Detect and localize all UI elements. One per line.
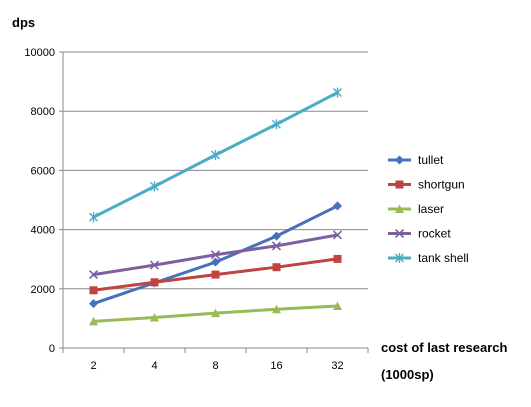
- data-point-laser: [272, 304, 281, 314]
- data-point-shortgun: [333, 254, 342, 263]
- legend-marker: [394, 228, 405, 239]
- data-point-shortgun: [211, 270, 220, 279]
- data-point-rocket: [88, 270, 99, 280]
- legend-item-tank-shell: tank shell: [388, 251, 469, 265]
- data-point-laser: [211, 308, 220, 318]
- axes: [59, 51, 369, 353]
- x-tick-labels: 2 4 8 16 32: [90, 360, 343, 372]
- data-point-rocket: [271, 241, 282, 251]
- x-tick-label: 32: [331, 360, 343, 372]
- data-point-tullet: [211, 257, 220, 267]
- legend-label: tank shell: [418, 251, 469, 265]
- data-point-shortgun: [150, 278, 159, 287]
- data-point-rocket: [149, 260, 160, 270]
- data-point-shortgun: [272, 263, 281, 272]
- legend-label: laser: [418, 202, 444, 216]
- data-point-tank-shell: [272, 119, 281, 130]
- legend-item-tullet: tullet: [388, 153, 444, 167]
- legend-marker: [395, 253, 404, 263]
- data-point-laser: [150, 313, 159, 322]
- y-tick-labels: 0 2000 4000 6000 8000 10000: [24, 47, 55, 355]
- legend-label: rocket: [418, 227, 451, 241]
- y-tick-label: 4000: [31, 225, 55, 237]
- data-point-rocket: [210, 250, 221, 260]
- data-point-tullet: [333, 201, 342, 211]
- x-axis-unit: (1000sp): [381, 367, 434, 382]
- data-point-tank-shell: [89, 212, 98, 223]
- x-tick-label: 16: [270, 360, 282, 372]
- data-point-rocket: [332, 230, 343, 240]
- y-tick-label: 2000: [31, 284, 55, 296]
- legend-item-shortgun: shortgun: [388, 178, 465, 192]
- series-lines: [88, 87, 343, 326]
- legend-item-rocket: rocket: [388, 227, 451, 241]
- data-point-laser: [89, 316, 98, 326]
- series-tank-shell: [89, 87, 342, 223]
- series-rocket: [88, 230, 343, 280]
- legend-marker: [395, 204, 404, 213]
- y-tick-label: 10000: [24, 47, 55, 59]
- x-tick-label: 2: [90, 360, 96, 372]
- y-axis-title: dps: [12, 15, 35, 30]
- y-tick-label: 6000: [31, 165, 55, 177]
- series-laser: [89, 301, 342, 326]
- legend-label: shortgun: [418, 178, 465, 192]
- y-tick-label: 0: [49, 343, 55, 355]
- y-tick-label: 8000: [31, 106, 55, 118]
- data-point-tank-shell: [211, 150, 220, 161]
- legend-label: tullet: [418, 153, 444, 167]
- data-point-shortgun: [89, 286, 98, 295]
- data-point-tank-shell: [150, 181, 159, 192]
- data-point-laser: [333, 301, 342, 310]
- x-tick-label: 8: [212, 360, 218, 372]
- gridlines: [63, 51, 368, 290]
- legend-marker: [395, 180, 404, 189]
- legend: tullet shortgun laser rocket tank shell: [388, 153, 469, 265]
- legend-marker: [395, 155, 404, 165]
- data-point-tullet: [89, 299, 98, 309]
- x-tick-label: 4: [151, 360, 157, 372]
- data-point-tank-shell: [333, 87, 342, 98]
- legend-item-laser: laser: [388, 202, 444, 216]
- x-axis-title: cost of last research: [381, 340, 508, 355]
- series-shortgun: [89, 254, 342, 295]
- data-point-tullet: [272, 231, 281, 241]
